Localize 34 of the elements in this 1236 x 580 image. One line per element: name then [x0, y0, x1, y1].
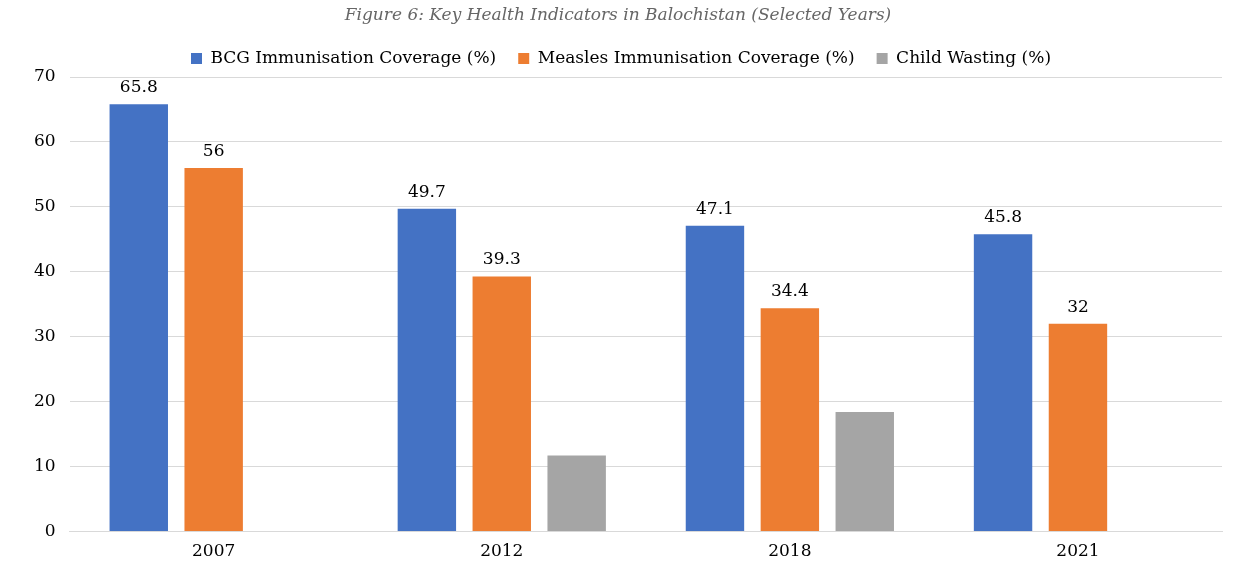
data-label: 47.1: [696, 197, 734, 218]
bar: [397, 208, 457, 532]
y-tick-label: 60: [33, 130, 56, 151]
chart-title: Figure 6: Key Health Indicators in Balochistan (Selected Years): [343, 3, 893, 26]
bar: [472, 276, 531, 532]
y-tick-label: 20: [33, 390, 56, 411]
bar: [835, 412, 894, 532]
bar: [184, 167, 243, 532]
data-label: 39.3: [482, 248, 521, 269]
bar: [109, 104, 168, 532]
data-label: 34.4: [770, 280, 809, 301]
bar: [685, 225, 745, 532]
bar: [973, 234, 1033, 532]
legend-label: Child Wasting (%): [896, 46, 1052, 67]
x-tick-label: 2021: [1056, 540, 1100, 561]
bar: [1048, 323, 1108, 532]
y-tick-label: 70: [33, 65, 56, 86]
y-tick-label: 10: [33, 455, 56, 476]
y-tick-label: 30: [33, 325, 56, 346]
data-label: 45.8: [984, 206, 1022, 227]
y-tick-label: 0: [44, 520, 56, 541]
legend-label: BCG Immunisation Coverage (%): [210, 46, 497, 67]
data-label: 49.7: [407, 180, 446, 201]
y-tick-label: 40: [33, 260, 56, 281]
data-label: 32: [1067, 295, 1089, 316]
bar: [547, 455, 606, 532]
x-tick-label: 2012: [480, 540, 524, 561]
legend-label: Measles Immunisation Coverage (%): [537, 46, 855, 67]
y-tick-label: 50: [33, 195, 56, 216]
data-label: 65.8: [119, 76, 158, 97]
x-tick-label: 2007: [192, 540, 236, 561]
x-tick-label: 2018: [768, 540, 812, 561]
data-label: 56: [202, 139, 225, 160]
bar: [760, 308, 820, 532]
